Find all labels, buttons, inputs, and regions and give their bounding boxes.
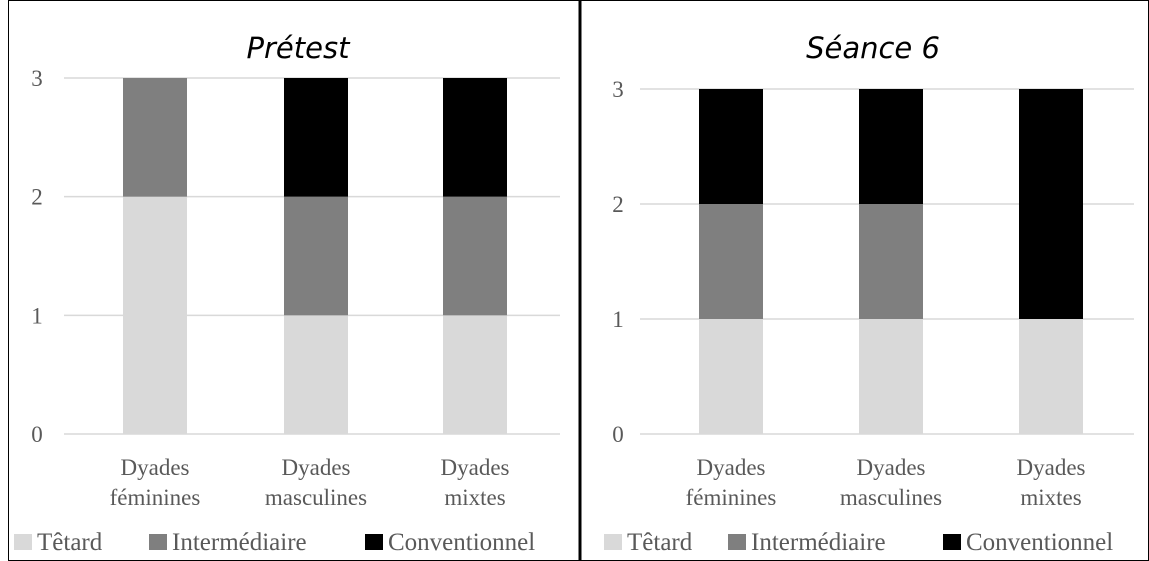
y-tick-label: 1	[31, 303, 43, 328]
legend-swatch	[14, 534, 32, 550]
x-category-label: Dyades	[1017, 455, 1086, 480]
legend-label: Conventionnel	[966, 529, 1113, 556]
legend-label: Conventionnel	[388, 529, 535, 556]
y-tick-label: 3	[31, 66, 43, 91]
x-category-label: masculines	[265, 485, 367, 510]
bar-segment-têtard	[699, 319, 763, 434]
bar-segment-conventionnel	[443, 78, 507, 197]
x-category-label: mixtes	[444, 485, 505, 510]
y-tick-label: 2	[31, 185, 43, 210]
bar-segment-intermédiaire	[859, 204, 923, 319]
bar-segment-intermédiaire	[123, 78, 187, 197]
legend-label: Intermédiaire	[172, 529, 307, 556]
bar-segment-conventionnel	[699, 89, 763, 204]
bar-segment-têtard	[284, 315, 348, 434]
y-tick-label: 0	[612, 422, 624, 447]
legend-swatch	[149, 534, 167, 550]
y-tick-label: 1	[612, 307, 624, 332]
x-category-label: masculines	[840, 485, 942, 510]
legend-label: Têtard	[37, 529, 103, 556]
chart-title: Prétest	[247, 31, 352, 65]
y-tick-label: 3	[612, 77, 624, 102]
bar-segment-têtard	[123, 196, 187, 434]
bar-segment-conventionnel	[1019, 89, 1083, 319]
x-category-label: Dyades	[441, 455, 510, 480]
x-category-label: féminines	[686, 485, 777, 510]
x-category-label: Dyades	[857, 455, 926, 480]
legend-swatch	[943, 534, 961, 550]
bar-segment-conventionnel	[284, 78, 348, 197]
bar-segment-têtard	[1019, 319, 1083, 434]
bar-segment-intermédiaire	[443, 196, 507, 316]
bar-segment-têtard	[443, 315, 507, 434]
legend-label: Intermédiaire	[751, 529, 886, 556]
legend-swatch	[728, 534, 746, 550]
bar-segment-intermédiaire	[284, 196, 348, 316]
y-tick-label: 2	[612, 192, 624, 217]
legend-swatch	[604, 534, 622, 550]
x-category-label: Dyades	[697, 455, 766, 480]
chart-panel-2: Séance 6 0 1 2 3 Dyades féminines Dyades masculi…	[604, 31, 1134, 556]
legend-label: Têtard	[627, 529, 693, 556]
chart-title: Séance 6	[806, 31, 940, 65]
bar-segment-têtard	[859, 319, 923, 434]
x-category-label: Dyades	[282, 455, 351, 480]
x-category-label: féminines	[110, 485, 201, 510]
x-category-label: mixtes	[1020, 485, 1081, 510]
bar-segment-intermédiaire	[699, 204, 763, 319]
legend: Têtard Intermédiaire Conventionnel	[14, 529, 535, 556]
chart-panel-1: Prétest 0 1 2 3 Dyades féminines Dyades masculin…	[14, 31, 560, 556]
y-tick-label: 0	[31, 422, 43, 447]
legend-swatch	[365, 534, 383, 550]
bar-segment-conventionnel	[859, 89, 923, 204]
legend: Têtard Intermédiaire Conventionnel	[604, 529, 1113, 556]
x-category-label: Dyades	[121, 455, 190, 480]
